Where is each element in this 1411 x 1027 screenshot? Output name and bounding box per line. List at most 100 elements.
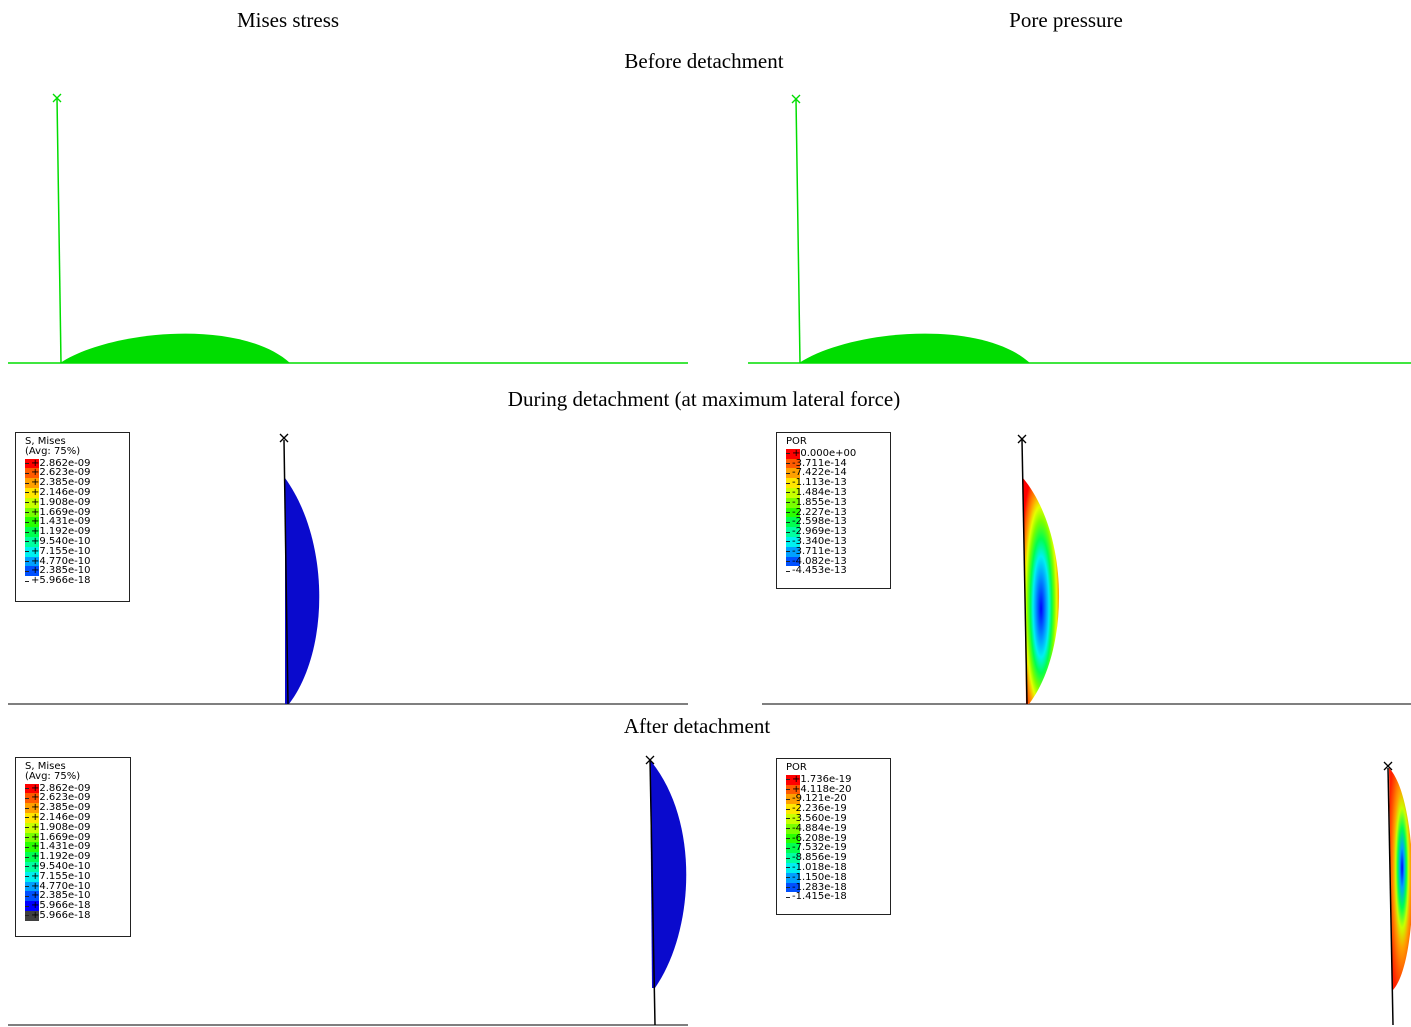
panel-during-mises	[8, 433, 688, 705]
legend-value: -2.236e-19	[792, 803, 847, 815]
legend-value: +1.192e-09	[31, 526, 91, 538]
legend-color-swatch	[786, 784, 800, 795]
legend-color-swatch	[786, 872, 800, 883]
legend-value: +2.385e-10	[31, 565, 91, 577]
legend-entry: +5.966e-18	[25, 576, 123, 586]
legend-value: -4.453e-13	[792, 565, 847, 577]
legend-entry: +4.118e-20	[786, 783, 884, 795]
probe-marker-icon	[279, 433, 289, 443]
legend-entry: +2.862e-09	[25, 782, 124, 794]
legend-entry: +7.155e-10	[25, 870, 124, 882]
legend-value: +9.540e-10	[31, 535, 91, 547]
legend-color-swatch	[786, 882, 800, 893]
legend-value: -9.121e-20	[792, 793, 847, 805]
row-title-before: Before detachment	[624, 49, 784, 73]
legend-value: +2.862e-09	[31, 782, 91, 794]
legend-entry: -3.560e-19	[786, 814, 884, 824]
legend-value: +2.385e-09	[31, 477, 91, 489]
legend-value: +4.770e-10	[31, 555, 91, 567]
legend-mises-during: S, Mises (Avg: 75%) +2.862e-09 +2.623e-09…	[15, 432, 130, 602]
legend-color-swatch	[25, 832, 39, 843]
legend-value: +1.736e-19	[792, 773, 852, 785]
probe-line	[1021, 439, 1028, 705]
legend-entry: +9.540e-10	[25, 537, 123, 547]
legend-color-swatch	[786, 853, 800, 863]
deformed-droplet	[650, 760, 687, 988]
legend-entry: +2.385e-09	[25, 478, 123, 488]
panel-before-pore	[748, 94, 1411, 364]
legend-value: -1.484e-13	[792, 486, 847, 498]
legend-entry: +1.669e-09	[25, 832, 124, 843]
legend-color-swatch	[786, 813, 800, 824]
legend-color-swatch	[786, 507, 800, 518]
legend-value: +2.146e-09	[31, 486, 91, 498]
legend-color-swatch	[786, 556, 800, 567]
legend-value: +7.155e-10	[31, 870, 91, 882]
legend-color-swatch	[25, 852, 39, 862]
legend-entry: +1.431e-09	[25, 841, 124, 853]
legend-value: +2.623e-09	[31, 792, 91, 804]
legend-entry: +2.385e-09	[25, 803, 124, 813]
droplet-shape	[60, 333, 290, 363]
legend-entry: +1.192e-09	[25, 852, 124, 862]
deformed-droplet	[1023, 478, 1060, 704]
legend-entry: +1.431e-09	[25, 517, 123, 528]
legend-entry: +2.385e-10	[25, 890, 124, 902]
legend-color-swatch	[25, 803, 39, 813]
legend-por-during: POR +0.000e+00 -3.711e-14 -7.422e-14 -1.113…	[776, 432, 891, 589]
legend-title: POR	[786, 436, 807, 447]
legend-value: -1.113e-13	[792, 477, 847, 489]
legend-value: +2.385e-10	[31, 890, 91, 902]
legend-value: +0.000e+00	[792, 447, 857, 459]
legend-entry: +2.623e-09	[25, 468, 123, 479]
deformed-droplet	[1389, 768, 1411, 990]
legend-title: S, Mises (Avg: 75%)	[25, 436, 81, 457]
legend-value: +2.385e-09	[31, 802, 91, 814]
probe-line	[283, 439, 289, 705]
legend-color-swatch	[25, 871, 39, 882]
legend-entry: -7.532e-19	[786, 842, 884, 854]
legend-value: -7.532e-19	[792, 842, 847, 854]
legend-color-swatch	[25, 842, 39, 853]
legend-value: -7.422e-14	[792, 467, 847, 479]
legend-value: +5.966e-18	[31, 909, 91, 921]
legend-value: -2.598e-13	[792, 516, 847, 528]
probe-marker-icon	[52, 93, 62, 103]
legend-entry: -3.340e-13	[786, 537, 884, 547]
legend-value: -2.227e-13	[792, 506, 847, 518]
probe-line	[649, 759, 656, 1026]
legend-value: +4.118e-20	[792, 783, 852, 795]
legend-value: -6.208e-19	[792, 832, 847, 844]
legend-color-swatch	[25, 507, 39, 518]
legend-entry: -1.113e-13	[786, 478, 884, 488]
legend-color-swatch	[25, 793, 39, 804]
legend-value: +1.431e-09	[31, 841, 91, 853]
legend-title: POR	[786, 762, 807, 773]
legend-color-swatch	[25, 478, 39, 488]
row-title-after: After detachment	[623, 714, 771, 738]
legend-entry: +1.736e-19	[786, 773, 884, 785]
legend-color-swatch	[25, 566, 39, 577]
legend-value: -1.150e-18	[792, 871, 847, 883]
legend-color-swatch	[25, 556, 39, 567]
legend-value: -4.082e-13	[792, 555, 847, 567]
legend-color-swatch	[25, 822, 39, 833]
legend-color-swatch	[25, 891, 39, 902]
row-title-during: During detachment (at maximum lateral fo…	[507, 387, 901, 411]
legend-value: -8.856e-19	[792, 852, 847, 864]
legend-value: -3.711e-14	[792, 457, 847, 469]
legend-value: +1.192e-09	[31, 851, 91, 863]
legend-color-swatch	[786, 468, 800, 479]
legend-entry: -4.082e-13	[786, 555, 884, 567]
legend-entry: -4.884e-19	[786, 823, 884, 834]
legend-entry: -9.121e-20	[786, 793, 884, 805]
legend-color-swatch	[786, 833, 800, 844]
legend-value: -3.340e-13	[792, 535, 847, 547]
legend-entry: +2.385e-10	[25, 565, 123, 577]
legend-entry: -2.969e-13	[786, 527, 884, 537]
probe-line	[56, 97, 62, 364]
legend-color-swatch	[786, 804, 800, 814]
legend-value: -3.560e-19	[792, 812, 847, 824]
legend-entry: +1.908e-09	[25, 497, 123, 508]
